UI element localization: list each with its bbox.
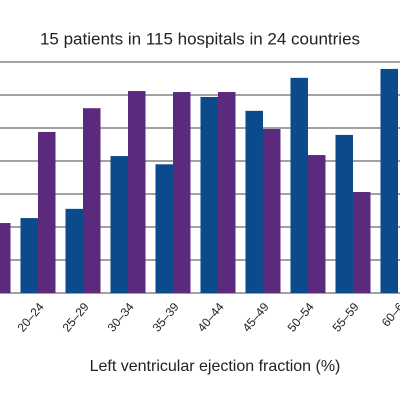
bar: [353, 192, 371, 293]
bar: [155, 164, 173, 293]
x-tick-label: 50–54: [285, 300, 317, 335]
x-tick-label: 40–44: [195, 300, 227, 335]
bar: [200, 96, 218, 293]
bar: [20, 218, 38, 293]
bar: [0, 223, 11, 293]
bar: [263, 128, 281, 293]
bar: [173, 92, 191, 293]
bar: [290, 77, 308, 293]
x-tick-label: 25–29: [60, 300, 92, 335]
bar: [245, 110, 263, 293]
x-tick-label: 20–24: [15, 300, 47, 335]
bar: [38, 131, 56, 293]
bar: [308, 155, 326, 293]
x-tick-label: 55–59: [330, 300, 362, 335]
x-tick-label: 45–49: [240, 300, 272, 335]
bar: [65, 208, 83, 293]
bar: [83, 108, 101, 293]
x-tick-label: 30–34: [105, 300, 137, 335]
x-tick-label: 60–6: [379, 300, 400, 330]
bar: [335, 134, 353, 293]
chart-title: 15 patients in 115 hospitals in 24 count…: [40, 29, 360, 48]
bar: [380, 68, 398, 294]
x-axis-label: Left ventricular ejection fraction (%): [90, 358, 341, 375]
x-tick-label: 35–39: [150, 300, 182, 335]
bar: [218, 92, 236, 293]
bar: [128, 91, 146, 293]
bar: [110, 156, 128, 293]
